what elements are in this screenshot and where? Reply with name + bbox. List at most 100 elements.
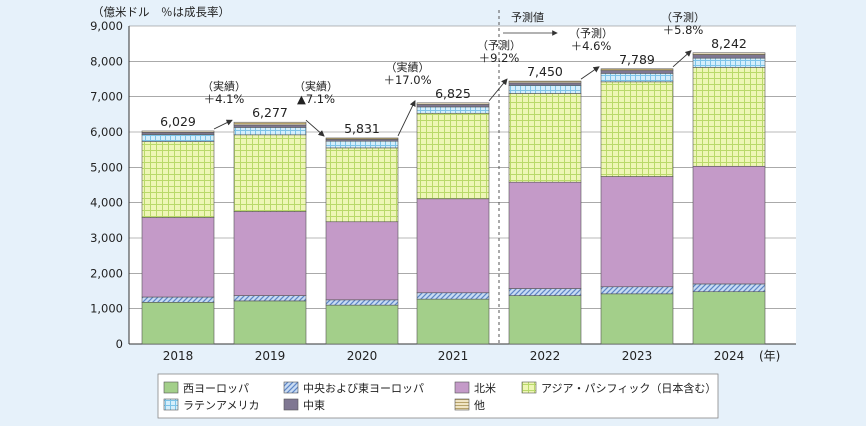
x-tick-label: 2021 bbox=[438, 349, 469, 363]
bar-segment bbox=[325, 147, 399, 223]
bar-segment bbox=[600, 81, 674, 177]
bar-segment bbox=[508, 295, 582, 345]
growth-arrow bbox=[488, 78, 508, 102]
bar-segment bbox=[508, 288, 582, 296]
growth-label-status: （予測） bbox=[477, 38, 521, 52]
total-label: 6,825 bbox=[435, 86, 471, 101]
total-label: 6,277 bbox=[252, 105, 288, 120]
growth-label-rate: ＋5.8% bbox=[663, 23, 704, 37]
bar-segment bbox=[416, 292, 490, 300]
forecast-label: 予測値 bbox=[511, 10, 544, 24]
total-label: 5,831 bbox=[344, 121, 380, 136]
y-tick-label: 7,000 bbox=[90, 90, 123, 104]
bar-segment bbox=[692, 165, 766, 285]
bar-segment bbox=[141, 134, 215, 142]
bar-segment bbox=[600, 73, 674, 83]
legend-label: 北米 bbox=[474, 382, 496, 395]
legend-swatch bbox=[163, 398, 179, 411]
growth-arrow bbox=[213, 119, 233, 130]
y-axis-unit-label: （億米ドル ％は成長率） bbox=[92, 5, 230, 19]
x-tick-label: 2023 bbox=[622, 349, 653, 363]
growth-label-rate: ＋4.6% bbox=[571, 39, 612, 53]
growth-label-rate: ＋17.0% bbox=[383, 73, 431, 87]
total-label: 7,789 bbox=[619, 52, 655, 67]
legend-swatch bbox=[454, 381, 470, 394]
legend-swatch bbox=[283, 381, 299, 394]
bar-segment bbox=[325, 137, 399, 140]
growth-annotations: （実績）＋4.1%（実績）▲7.1%（実績）＋17.0%（予測）＋9.2%（予測… bbox=[202, 10, 705, 137]
bar-segment bbox=[416, 104, 490, 108]
bar-segment bbox=[416, 298, 490, 345]
legend-swatch bbox=[283, 398, 299, 411]
x-tick-label: 2020 bbox=[347, 349, 378, 363]
total-label: 6,029 bbox=[160, 114, 196, 129]
x-tick-label: 2018 bbox=[163, 349, 194, 363]
y-axis: 0 1,000 2,000 3,000 4,000 5,000 6,000 7,000 8,00… bbox=[90, 19, 130, 351]
bar-segment bbox=[508, 82, 582, 86]
legend-label: 西ヨーロッパ bbox=[183, 382, 249, 395]
bar-segment bbox=[692, 67, 766, 167]
legend-box bbox=[157, 373, 719, 419]
x-axis: 2018 2019 2020 2021 2022 2023 2024 (年) bbox=[163, 349, 781, 363]
growth-label-status: （予測） bbox=[661, 10, 705, 24]
bar-segment bbox=[508, 181, 582, 289]
bar-segment bbox=[325, 140, 399, 149]
y-tick-label: 9,000 bbox=[90, 19, 123, 33]
y-tick-label: 0 bbox=[116, 337, 123, 351]
bar-segment bbox=[233, 295, 307, 302]
bar-segment bbox=[141, 217, 215, 298]
legend-label: ラテンアメリカ bbox=[183, 399, 259, 412]
bar-segment bbox=[141, 130, 215, 133]
bar-segment bbox=[692, 283, 766, 293]
bar-segment bbox=[692, 52, 766, 55]
x-tick-label: 2019 bbox=[255, 349, 286, 363]
growth-label-status: （実績） bbox=[202, 79, 246, 93]
bar-segment bbox=[141, 296, 215, 303]
bar-segment bbox=[600, 293, 674, 345]
bar-segment bbox=[233, 127, 307, 136]
legend-swatch bbox=[521, 381, 537, 394]
bar-segment bbox=[692, 54, 766, 59]
growth-label-status: （実績） bbox=[294, 79, 338, 93]
growth-label-status: （実績） bbox=[386, 60, 430, 74]
bar-segment bbox=[141, 141, 215, 218]
bar-segment bbox=[600, 68, 674, 71]
bar-segment bbox=[600, 286, 674, 295]
legend-swatch bbox=[454, 398, 470, 411]
bar-segment bbox=[416, 198, 490, 294]
legend-label: 中央および東ヨーロッパ bbox=[303, 382, 424, 395]
x-tick-label: 2022 bbox=[530, 349, 561, 363]
growth-label-status: （予測） bbox=[569, 26, 613, 40]
bar-segment bbox=[233, 121, 307, 126]
growth-arrow bbox=[305, 119, 325, 137]
bars bbox=[141, 52, 766, 345]
bar-segment bbox=[600, 176, 674, 288]
legend-label: 中東 bbox=[303, 399, 325, 412]
y-tick-label: 4,000 bbox=[90, 196, 123, 210]
growth-label-rate: ＋9.2% bbox=[479, 51, 520, 65]
y-tick-label: 5,000 bbox=[90, 160, 123, 174]
bar-segment bbox=[416, 112, 490, 200]
bar-segment bbox=[325, 299, 399, 306]
legend-label: アジア・パシフィック（日本含む） bbox=[541, 381, 716, 395]
bar-segment bbox=[325, 221, 399, 301]
growth-label-rate: ＋4.1% bbox=[204, 92, 245, 106]
total-label: 7,450 bbox=[527, 64, 563, 79]
bar-segment bbox=[141, 132, 215, 135]
total-labels: 6,029 6,277 5,831 6,825 7,450 7,789 8,242 bbox=[160, 36, 747, 136]
y-tick-label: 2,000 bbox=[90, 266, 123, 280]
bar-segment bbox=[141, 302, 215, 345]
growth-arrow bbox=[580, 66, 600, 80]
bar-segment bbox=[233, 300, 307, 345]
bar-segment bbox=[416, 102, 490, 105]
bar-segment bbox=[692, 291, 766, 345]
bar-segment bbox=[508, 80, 582, 84]
y-tick-label: 6,000 bbox=[90, 125, 123, 139]
bar-segment bbox=[233, 134, 307, 212]
x-tick-label: 2024 bbox=[714, 349, 745, 363]
growth-label-rate: ▲7.1% bbox=[297, 92, 335, 106]
bar-segment bbox=[416, 106, 490, 114]
x-axis-unit-label: (年) bbox=[759, 349, 780, 363]
growth-arrow bbox=[397, 100, 416, 137]
